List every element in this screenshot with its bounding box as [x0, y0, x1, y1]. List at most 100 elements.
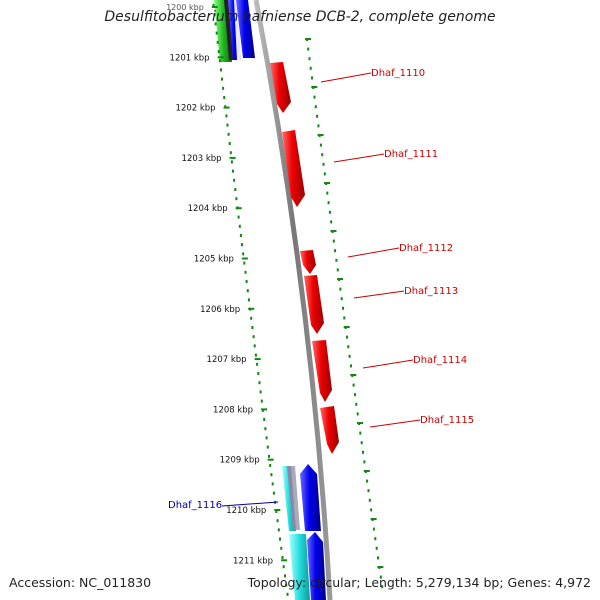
track-dot	[233, 178, 236, 182]
callout-line	[362, 359, 414, 369]
genome-backbone	[253, 0, 333, 600]
track-tick	[317, 134, 324, 136]
track-dot	[374, 537, 377, 541]
track-dot	[226, 123, 229, 127]
track-dot	[342, 306, 344, 310]
ruler-tick-label: 1201 kbp	[170, 53, 210, 63]
gene-label[interactable]: Dhaf_1110	[371, 68, 425, 79]
gene-label[interactable]: Dhaf_1113	[404, 286, 458, 297]
gene-label[interactable]: Dhaf_1115	[420, 415, 474, 426]
track-dot	[366, 479, 369, 483]
ruler-tick-mark	[281, 559, 288, 562]
track-dot	[243, 261, 246, 265]
track-dot	[220, 68, 222, 72]
track-dot	[313, 95, 316, 99]
gene-dhaf-1110	[270, 62, 291, 113]
ruler-tick-mark	[235, 207, 242, 210]
track-dot	[336, 268, 339, 272]
track-dot	[271, 482, 274, 486]
gene-label[interactable]: Dhaf_1112	[399, 243, 453, 254]
track-dot	[350, 364, 352, 368]
track-dot	[227, 132, 230, 136]
callout-line	[353, 290, 405, 299]
track-dot	[244, 270, 247, 274]
gene-dhaf-1112	[300, 250, 316, 274]
gene-cyan-bottom	[289, 534, 310, 600]
track-dot	[317, 124, 320, 128]
track-dot	[362, 450, 364, 454]
track-dot	[309, 66, 312, 70]
track-dot	[377, 556, 379, 560]
topology-text: Topology: circular; Length: 5,279,134 bp…	[247, 575, 591, 590]
track-dot	[253, 344, 256, 348]
red-genes	[270, 62, 339, 454]
track-dot	[256, 362, 259, 366]
gene-dhaf-1115	[320, 406, 339, 454]
track-tick	[311, 86, 318, 88]
track-dot	[260, 399, 263, 403]
track-dot	[238, 224, 241, 228]
track-tick	[324, 182, 331, 184]
ruler-tick-mark	[217, 56, 224, 59]
track-dot	[285, 583, 288, 587]
track-dot	[381, 585, 384, 589]
track-dot	[254, 353, 257, 357]
track-dot	[368, 498, 371, 502]
genome-title: Desulfitobacterium hafniense DCB-2, comp…	[104, 9, 496, 25]
track-dot	[229, 151, 232, 155]
track-dot	[217, 50, 220, 53]
track-dot	[356, 412, 359, 416]
track-tick	[350, 374, 357, 376]
track-dot	[221, 77, 223, 81]
track-dot	[346, 335, 348, 339]
bottom-gene-cluster	[282, 464, 326, 600]
track-dot	[228, 142, 231, 145]
ruler-tick-mark	[229, 156, 236, 159]
track-dot	[212, 4, 215, 7]
track-dot	[322, 162, 325, 166]
track-dot	[326, 191, 329, 195]
track-dot	[252, 335, 255, 339]
gene-label[interactable]: Dhaf_1116	[168, 500, 222, 511]
track-dot	[323, 172, 326, 176]
track-dot	[286, 592, 289, 596]
track-dot	[277, 528, 280, 532]
track-dot	[245, 280, 248, 283]
kbp-ruler: 1200 kbp 1201 kbp 1202 kbp 1203 kbp 1204 kbp…	[166, 3, 288, 566]
track-tick	[363, 470, 370, 472]
track-dot	[259, 390, 262, 394]
gene-label[interactable]: Dhaf_1111	[384, 149, 438, 160]
track-dot	[307, 47, 310, 51]
track-dot	[276, 519, 279, 523]
track-dot	[328, 210, 331, 214]
ruler-tick-label: 1203 kbp	[182, 154, 222, 164]
gene-dhaf-1114	[312, 340, 332, 402]
track-dot	[223, 96, 226, 99]
track-dot	[319, 143, 322, 147]
track-dot	[218, 59, 221, 63]
track-dot	[239, 234, 242, 237]
track-dot	[379, 575, 382, 579]
ruler-tick-mark	[254, 358, 261, 361]
ruler-tick-label: 1205 kbp	[194, 255, 234, 265]
gene-dhaf-1113	[304, 275, 324, 334]
track-dot	[339, 287, 342, 291]
track-dot	[250, 316, 253, 320]
gene-label[interactable]: Dhaf_1114	[413, 355, 467, 366]
track-tick	[343, 326, 350, 328]
ruler-tick-label: 1210 kbp	[226, 506, 266, 516]
track-dot	[348, 354, 351, 358]
track-dot	[279, 537, 281, 541]
track-dot	[213, 13, 216, 17]
track-dot	[235, 197, 238, 201]
gene-grey-strip-2	[291, 466, 300, 530]
track-dot	[263, 418, 266, 421]
track-dot	[355, 402, 358, 406]
ruler-tick-label: 1204 kbp	[188, 204, 228, 214]
track-dot	[270, 473, 273, 477]
track-dot	[367, 489, 370, 493]
track-dot	[230, 160, 233, 164]
track-dot	[241, 243, 243, 247]
track-dot	[314, 105, 317, 109]
